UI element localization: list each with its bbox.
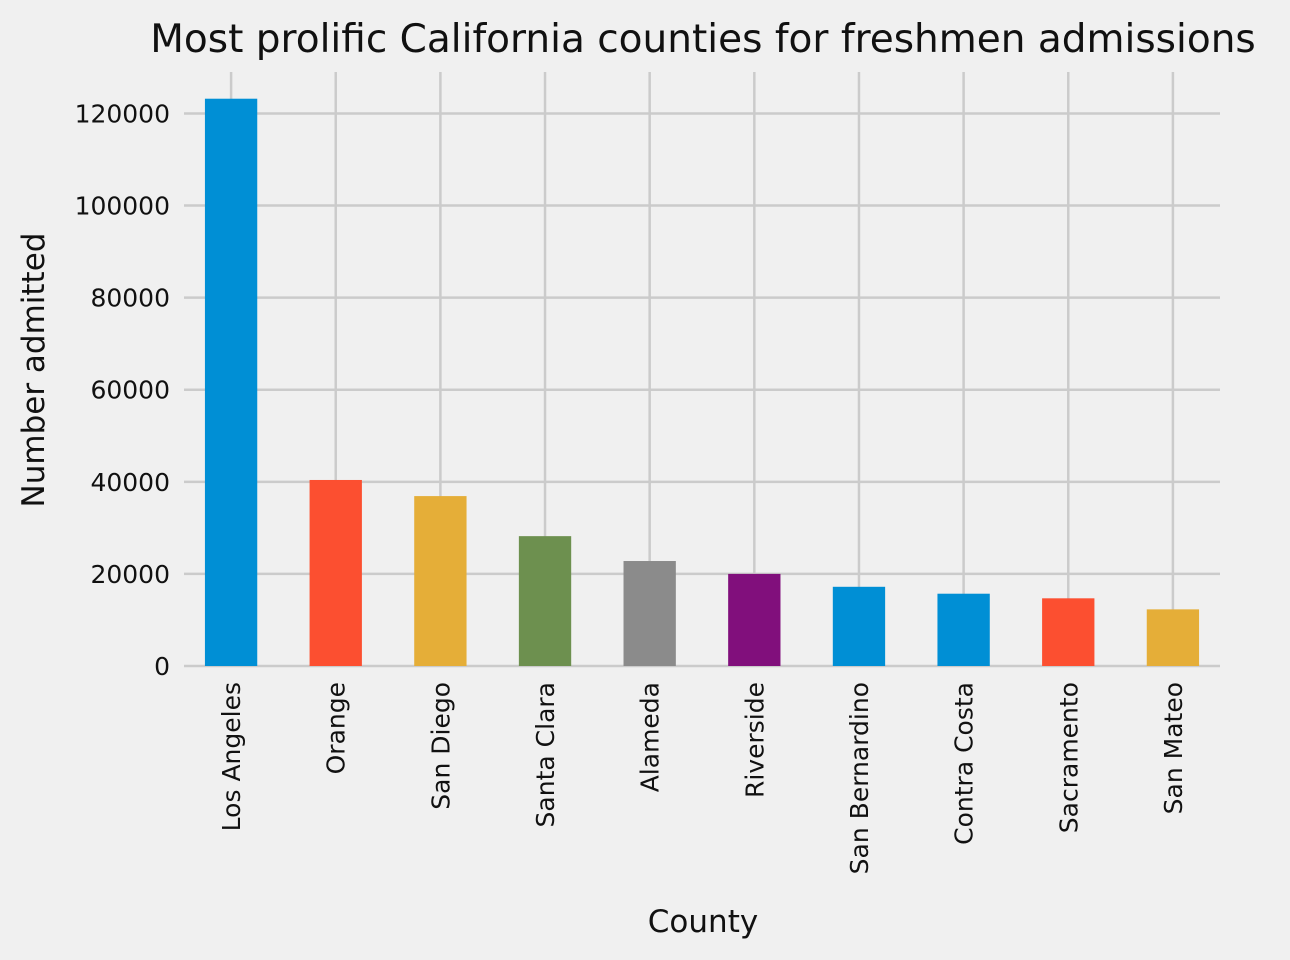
bar [1042,598,1095,666]
bar [728,573,781,666]
y-tick-labels: 0 20000 40000 60000 80000 100000 120000 [75,99,170,681]
bar [309,479,362,666]
y-tick-label: 120000 [75,99,170,128]
y-tick-label: 60000 [90,376,170,405]
bar [414,496,467,666]
y-tick-label: 0 [154,652,170,681]
bar [623,561,676,666]
bar [937,593,990,666]
x-tick-label: Sacramento [1054,682,1083,833]
x-tick-label: Orange [322,682,351,774]
bar [518,536,572,666]
x-tick-labels: Los Angeles Orange San Diego Santa Clara Ala… [217,682,1188,874]
bar [832,586,886,666]
x-tick-label: San Mateo [1159,682,1188,814]
bar [204,98,258,667]
y-tick-label: 80000 [90,284,170,313]
y-tick-label: 100000 [75,192,170,221]
x-axis-label: County [648,904,758,940]
x-tick-label: Contra Costa [950,682,979,845]
y-tick-label: 20000 [90,560,170,589]
grid-lines [184,72,1220,668]
chart-title: Most prolific California counties for fr… [150,17,1255,62]
x-tick-label: Santa Clara [531,682,560,827]
x-tick-label: San Diego [426,682,455,810]
bars [204,98,1200,667]
y-tick-label: 40000 [90,468,170,497]
y-axis-label: Number admitted [16,233,52,508]
x-tick-label: Los Angeles [217,682,246,831]
x-tick-label: San Bernardino [845,682,874,874]
x-tick-label: Alameda [636,682,665,792]
bar [1146,609,1200,666]
x-tick-label: Riverside [740,682,769,798]
